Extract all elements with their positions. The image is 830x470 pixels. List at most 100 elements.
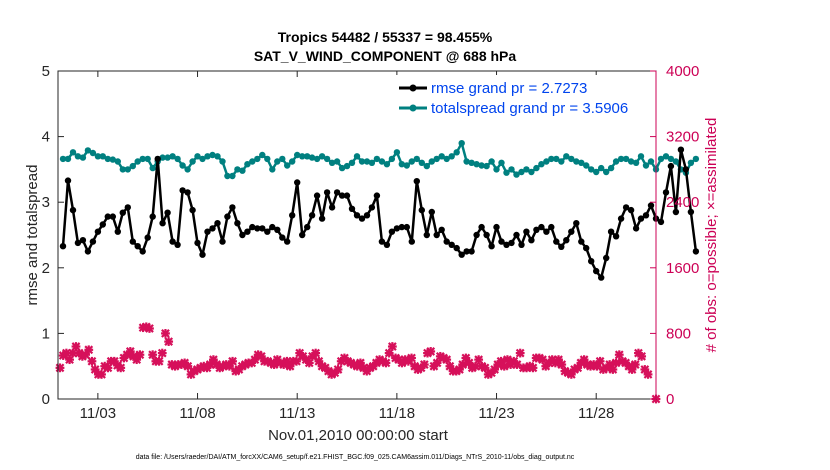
obs-count-marker	[55, 363, 65, 373]
rmse-series-point	[518, 241, 525, 248]
totalspread-series-point	[498, 159, 505, 166]
totalspread-series-point	[318, 153, 326, 160]
rmse-series-point	[284, 238, 291, 245]
y-right-tick-label: 0	[666, 391, 674, 408]
legend-rmse-label: rmse grand pr = 2.7273	[431, 80, 587, 97]
rmse-series-point	[129, 238, 136, 245]
rmse-series-point	[493, 223, 500, 231]
rmse-series-point	[144, 234, 151, 241]
rmse-series-point	[363, 212, 371, 219]
totalspread-series-point	[328, 159, 336, 166]
totalspread-series-point	[119, 166, 127, 173]
totalspread-series-point	[598, 164, 605, 172]
totalspread-series-point	[279, 155, 286, 163]
y-axis-label-left: rmse and totalspread	[24, 165, 41, 306]
totalspread-series-point	[528, 168, 535, 176]
totalspread-series-point	[219, 158, 226, 165]
rmse-series-point	[498, 238, 505, 245]
rmse-series-point	[254, 225, 261, 232]
rmse-series-point	[119, 209, 127, 216]
rmse-series-point	[617, 215, 625, 222]
totalspread-series-point	[568, 155, 575, 163]
x-axis: 11/03 11/08 11/13 11/18 11/23 11/28	[80, 71, 614, 422]
totalspread-series-point	[573, 158, 580, 165]
totalspread-series-point	[254, 155, 261, 163]
totalspread-series-point	[214, 153, 221, 160]
rmse-series-point	[622, 204, 630, 211]
rmse-series-point	[224, 213, 231, 220]
totalspread-series-point	[503, 169, 510, 176]
rmse-series-point	[239, 231, 246, 239]
totalspread-series-point	[204, 153, 211, 160]
rmse-series-point	[174, 241, 181, 248]
rmse-series-point	[104, 213, 112, 220]
rmse-series-point	[583, 244, 590, 252]
rmse-series-point	[194, 239, 201, 247]
totalspread-series-point	[313, 155, 321, 163]
totalspread-series-point	[304, 153, 311, 160]
rmse-series-point	[453, 244, 460, 252]
legend-box	[396, 75, 654, 119]
totalspread-series-point	[343, 162, 351, 170]
rmse-series-point	[294, 179, 301, 186]
x-tick-label: 11/08	[179, 405, 215, 422]
y-right-tick-label: 2400	[666, 194, 699, 211]
x-tick-label: 11/28	[578, 405, 614, 422]
totalspread-series-point	[114, 158, 122, 165]
rmse-series-point	[274, 226, 281, 233]
rmse-series-point	[259, 225, 266, 232]
rmse-series-point	[443, 238, 450, 245]
totalspread-series-point	[179, 162, 186, 169]
totalspread-series-point	[284, 162, 291, 169]
rmse-series-point	[398, 223, 405, 231]
totalspread-series-point	[418, 159, 425, 166]
rmse-series-point	[433, 231, 440, 239]
totalspread-series-point	[134, 158, 141, 165]
obs-count-marker	[87, 356, 97, 366]
rmse-series-point	[543, 228, 550, 235]
rmse-series-point	[488, 243, 495, 250]
obs-count-marker	[637, 351, 647, 361]
totalspread-series-point	[667, 155, 675, 163]
y-axis-left: 0 1 2 3 4 5	[42, 63, 64, 408]
totalspread-series-point	[323, 155, 331, 163]
rmse-series-point	[632, 225, 640, 232]
totalspread-series-point	[109, 156, 117, 163]
totalspread-series-point	[588, 166, 595, 173]
totalspread-series-point	[687, 159, 695, 166]
rmse-series-point	[483, 231, 490, 239]
rmse-series-point	[598, 274, 605, 281]
rmse-series-point	[513, 231, 520, 239]
rmse-series-point	[154, 155, 161, 163]
rmse-series-point	[358, 215, 366, 222]
totalspread-series-point	[612, 158, 620, 165]
totalspread-series-point	[468, 159, 475, 166]
totalspread-series-point	[224, 172, 231, 180]
totalspread-series-point	[627, 158, 635, 165]
totalspread-series-point	[672, 158, 680, 165]
rmse-series-point	[672, 208, 680, 216]
rmse-series-point	[612, 233, 620, 240]
totalspread-series-point	[558, 158, 565, 165]
rmse-series-point	[313, 192, 321, 199]
rmse-series-point	[538, 223, 545, 231]
totalspread-series-point	[413, 155, 420, 163]
totalspread-series-point	[448, 153, 455, 160]
chart-title: Tropics 54482 / 55337 = 98.455%	[278, 29, 493, 45]
obs-count-marker	[614, 350, 624, 360]
totalspread-series-point	[453, 149, 460, 156]
totalspread-series-point	[299, 153, 306, 160]
totalspread-series-point	[463, 158, 470, 165]
rmse-series-point	[338, 192, 346, 199]
rmse-series-point	[657, 218, 665, 226]
obs-count-marker	[311, 348, 321, 358]
totalspread-series-point	[383, 161, 391, 168]
y-tick-label: 4	[42, 129, 50, 146]
totalspread-series-point	[428, 158, 435, 165]
obs-count-marker	[528, 363, 538, 373]
totalspread-series-point	[513, 171, 520, 178]
obs-count-marker	[157, 348, 167, 358]
rmse-series-point	[64, 177, 72, 184]
series-layer	[55, 99, 700, 404]
totalspread-series-point	[553, 155, 560, 163]
